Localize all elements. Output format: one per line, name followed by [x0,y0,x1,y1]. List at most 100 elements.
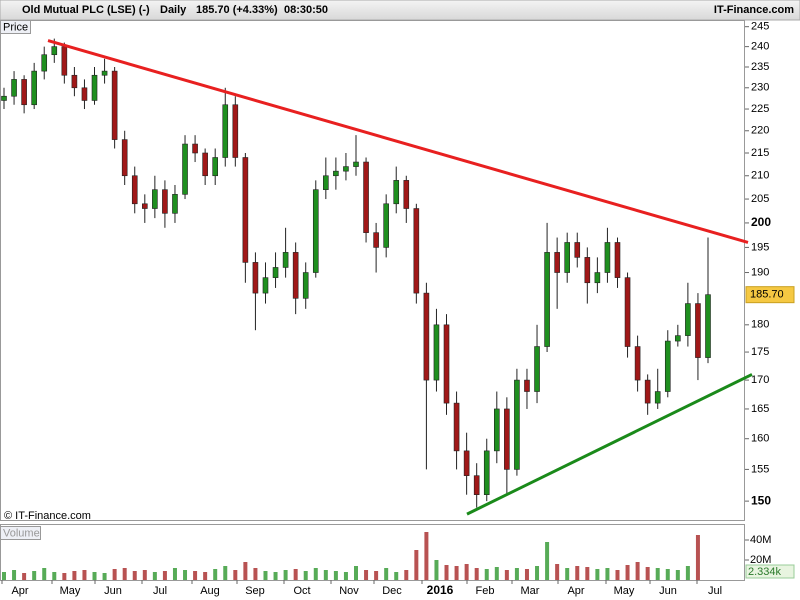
volume-bar [635,562,640,580]
volume-bar [112,569,117,580]
volume-bar [333,571,338,580]
candle-body [272,267,279,278]
y-tick-label: 215 [751,147,769,159]
volume-bar [12,570,17,580]
volume-bar [263,571,268,580]
volume-bar [575,566,580,580]
candle-body [242,157,249,263]
candle-body [695,303,701,358]
candle-body [473,475,480,495]
copyright: © IT-Finance.com [4,510,91,522]
y-tick-label: 225 [751,103,769,115]
volume-bar [524,569,529,580]
volume-bar [565,568,570,580]
x-tick-label: May [60,585,81,597]
volume-bar [32,571,37,580]
candle-body [363,161,369,233]
volume-bar [625,565,630,580]
candle-body [493,408,500,452]
volume-bar [384,568,389,580]
candle-body [463,450,470,476]
volume-bar [645,567,650,580]
candle-body [353,161,359,167]
y-tick-label: 205 [751,193,769,205]
candle-body [433,324,440,381]
volume-bar [323,570,328,580]
x-tick-label: Jul [153,585,167,597]
volume-bar [233,570,238,580]
volume-bar [142,570,147,580]
candle-body [111,70,118,140]
candle-body [252,262,259,294]
volume-bar [152,572,157,580]
candle-body [453,402,460,452]
y-tick-label: 240 [751,41,769,53]
volume-bar [243,562,248,580]
candle-body [383,203,389,248]
trendline [47,39,749,244]
candle-body [664,340,671,392]
volume-bar [253,568,258,580]
volume-bar [172,568,177,580]
candle-body [131,175,138,205]
volume-bar [374,571,379,580]
candle-body [312,189,319,273]
candle-body [182,143,188,195]
volume-bar [394,572,399,580]
candle-body [121,139,128,177]
candle-body [262,277,269,294]
volume-bar [62,573,67,580]
volume-bar [685,566,690,580]
header-title: Old Mutual PLC (LSE) (-) [22,4,150,16]
x-tick-label: Nov [339,585,359,597]
y-tick-label: 235 [751,61,769,73]
candle-body [644,379,651,404]
volume-bar [273,572,278,580]
volume-bar [464,564,469,580]
y-tick-label: 195 [751,241,769,253]
volume-bar [162,571,167,580]
volume-bar [484,569,489,580]
candle-body [91,74,98,101]
volume-bar [665,569,670,580]
candle-body [544,252,550,347]
candle-body [554,252,560,273]
y-tick-label: 160 [751,433,769,445]
candle-body [564,242,571,273]
volume-bar [122,568,127,580]
candle-body [31,70,37,106]
x-tick-label: Mar [521,585,540,597]
candle-body [524,379,530,392]
volume-bar [102,573,107,580]
x-tick-label: May [614,585,635,597]
candle-body [21,79,27,106]
x-tick-label: Oct [293,585,310,597]
volume-bar [42,568,47,580]
candle-body [594,272,601,284]
volume-bar [293,569,298,580]
candle-body [443,324,450,404]
candle-body [614,242,621,278]
x-tick-label: 2016 [427,583,454,597]
candle-body [162,189,168,214]
volume-bar [52,572,57,580]
candle-body [192,143,198,154]
candle-body [202,152,208,177]
candle-body [393,180,400,205]
x-tick-label: Feb [476,585,495,597]
volume-bar [444,565,449,580]
volume-tick-label: 20M [750,554,771,566]
last-price-label: 185.70 [750,289,784,301]
trendline [466,373,753,516]
candle-body [483,450,490,495]
y-tick-label: 170 [751,374,769,386]
candle-body [282,252,289,268]
candle-body [343,166,349,172]
volume-bar [424,532,429,580]
volume-bar [595,569,600,580]
volume-panel [0,524,745,581]
volume-bar [555,564,560,580]
volume-bar [343,572,348,580]
volume-bar [615,570,620,580]
